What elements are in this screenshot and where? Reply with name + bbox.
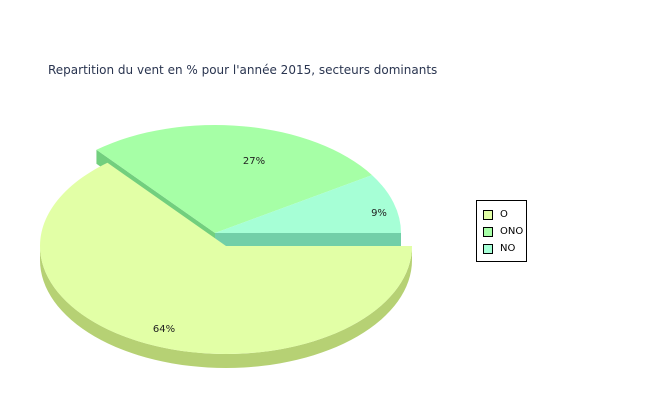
legend-label-no: NO — [500, 242, 516, 254]
pie-slice-o — [40, 162, 413, 354]
legend-swatch-ono — [483, 226, 493, 237]
pie-slice-no — [215, 175, 401, 233]
legend-label-o: O — [500, 208, 508, 220]
pie-label-no: 9% — [371, 208, 387, 219]
pie-label-ono: 27% — [243, 156, 265, 167]
legend-item-o: O — [483, 206, 526, 223]
pie-slice-ono — [96, 124, 373, 233]
legend-item-no: NO — [483, 240, 526, 257]
legend-item-ono: ONO — [483, 223, 526, 240]
chart-title: Repartition du vent en % pour l'année 20… — [48, 63, 438, 77]
legend-swatch-no — [483, 243, 493, 254]
legend-label-ono: ONO — [500, 225, 524, 237]
chart-legend: O ONO NO — [476, 200, 527, 262]
pie-label-o: 64% — [153, 324, 175, 335]
pie-slice-no-wall — [215, 233, 401, 247]
legend-swatch-o — [483, 209, 493, 220]
